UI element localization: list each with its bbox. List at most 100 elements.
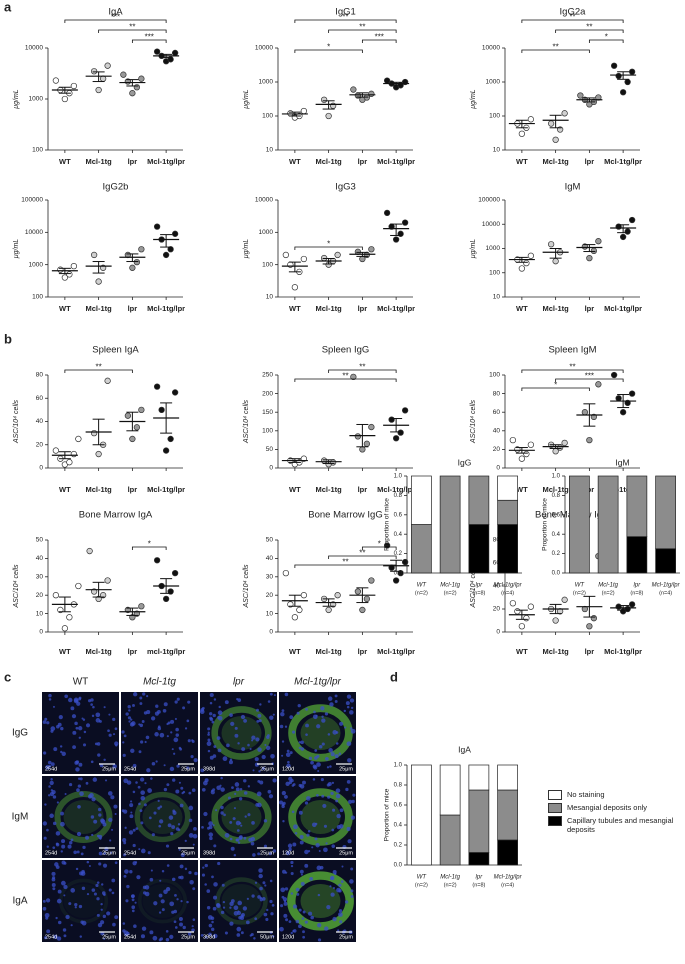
y-tick-label: 20 bbox=[493, 606, 501, 613]
nucleus bbox=[203, 780, 208, 786]
nucleus bbox=[207, 733, 210, 736]
nucleus bbox=[258, 873, 263, 879]
nucleus bbox=[199, 709, 205, 715]
nucleus bbox=[308, 911, 313, 916]
y-tick-label: 10000 bbox=[255, 197, 273, 204]
y-tick-label: 100000 bbox=[478, 197, 500, 204]
y-tick-label: 0 bbox=[269, 465, 273, 472]
data-point bbox=[359, 255, 366, 263]
nucleus bbox=[226, 743, 230, 748]
nucleus bbox=[182, 706, 186, 710]
chart-title: Spleen IgA bbox=[92, 345, 139, 356]
data-point bbox=[590, 615, 598, 622]
x-tick-label: Mcl-1tg/lpr bbox=[604, 304, 642, 313]
nucleus bbox=[78, 904, 83, 909]
nucleus bbox=[79, 791, 84, 797]
age-label: 254d bbox=[45, 766, 57, 772]
nucleus bbox=[63, 861, 67, 865]
nucleus bbox=[153, 811, 157, 815]
n-label: (n=2) bbox=[602, 590, 615, 596]
nucleus bbox=[64, 694, 69, 699]
chart-title: IgM bbox=[615, 457, 629, 467]
nucleus bbox=[132, 763, 137, 768]
nucleus bbox=[302, 935, 306, 939]
nucleus bbox=[158, 911, 162, 914]
nucleus bbox=[91, 888, 96, 892]
nucleus bbox=[175, 789, 180, 794]
x-tick-label: Mcl-1tg bbox=[86, 304, 113, 313]
micrograph: 254d 25μm bbox=[42, 860, 119, 942]
nucleus bbox=[186, 719, 190, 723]
nucleus bbox=[166, 783, 170, 787]
y-axis-label: Proportion of mice bbox=[384, 788, 391, 841]
x-tick-label: Mcl-1tg bbox=[86, 647, 113, 656]
legend-swatch bbox=[548, 816, 562, 826]
nucleus bbox=[316, 724, 321, 729]
nucleus bbox=[299, 834, 304, 840]
nucleus bbox=[182, 790, 186, 794]
nucleus bbox=[317, 770, 320, 773]
data-point bbox=[615, 72, 622, 80]
nucleus bbox=[305, 723, 309, 728]
data-point bbox=[523, 259, 530, 267]
nucleus bbox=[169, 901, 175, 907]
nucleus bbox=[233, 905, 239, 911]
nucleus bbox=[77, 784, 82, 788]
nucleus bbox=[298, 908, 302, 912]
micrograph-background bbox=[200, 692, 277, 774]
x-tick-label: lpr bbox=[585, 157, 595, 166]
nucleus bbox=[163, 889, 168, 895]
data-point bbox=[518, 265, 526, 272]
data-point bbox=[628, 601, 636, 608]
nucleus bbox=[208, 832, 214, 837]
significance-label: ** bbox=[569, 13, 575, 22]
nucleus bbox=[213, 844, 217, 848]
data-point bbox=[167, 435, 174, 443]
nucleus bbox=[91, 833, 94, 837]
nucleus bbox=[179, 875, 184, 880]
nucleus bbox=[100, 818, 105, 823]
nucleus bbox=[149, 877, 154, 882]
nucleus bbox=[285, 752, 291, 758]
nucleus bbox=[61, 880, 66, 886]
x-tick-label: Mcl-1tg/lpr bbox=[147, 304, 185, 313]
data-point bbox=[368, 577, 375, 584]
y-tick-label: 80 bbox=[36, 372, 44, 379]
nucleus bbox=[346, 705, 350, 709]
nucleus bbox=[108, 713, 111, 716]
x-tick-label: Mcl-1tg/lpr bbox=[377, 304, 415, 313]
nucleus bbox=[285, 781, 290, 786]
nucleus bbox=[141, 926, 147, 931]
y-tick-label: 0.6 bbox=[394, 803, 403, 809]
data-point bbox=[586, 436, 593, 444]
data-point bbox=[401, 558, 409, 566]
y-tick-label: 0.8 bbox=[394, 783, 403, 789]
nucleus bbox=[229, 758, 233, 761]
y-tick-label: 1000 bbox=[29, 96, 44, 103]
y-tick-label: 100 bbox=[489, 113, 500, 120]
nucleus bbox=[344, 726, 347, 729]
bar-segment bbox=[597, 475, 619, 574]
significance-label: ** bbox=[359, 549, 365, 558]
nucleus bbox=[251, 739, 254, 742]
nucleus bbox=[114, 741, 119, 746]
data-point bbox=[138, 246, 145, 253]
nucleus bbox=[320, 706, 325, 711]
data-point bbox=[552, 258, 559, 265]
nucleus bbox=[80, 852, 84, 856]
data-point bbox=[171, 49, 179, 57]
data-point bbox=[162, 251, 170, 259]
nucleus bbox=[125, 712, 129, 716]
nucleus bbox=[102, 822, 107, 827]
nucleus bbox=[70, 924, 73, 927]
nucleus bbox=[201, 873, 206, 877]
nucleus bbox=[331, 844, 336, 848]
nucleus bbox=[127, 716, 132, 720]
data-point bbox=[561, 596, 568, 603]
scale-label: 25μm bbox=[260, 766, 274, 772]
y-axis-label: μg/mL bbox=[470, 89, 477, 110]
nucleus bbox=[167, 823, 172, 828]
nucleus bbox=[350, 815, 355, 820]
nucleus bbox=[327, 795, 331, 799]
nucleus bbox=[281, 804, 285, 809]
